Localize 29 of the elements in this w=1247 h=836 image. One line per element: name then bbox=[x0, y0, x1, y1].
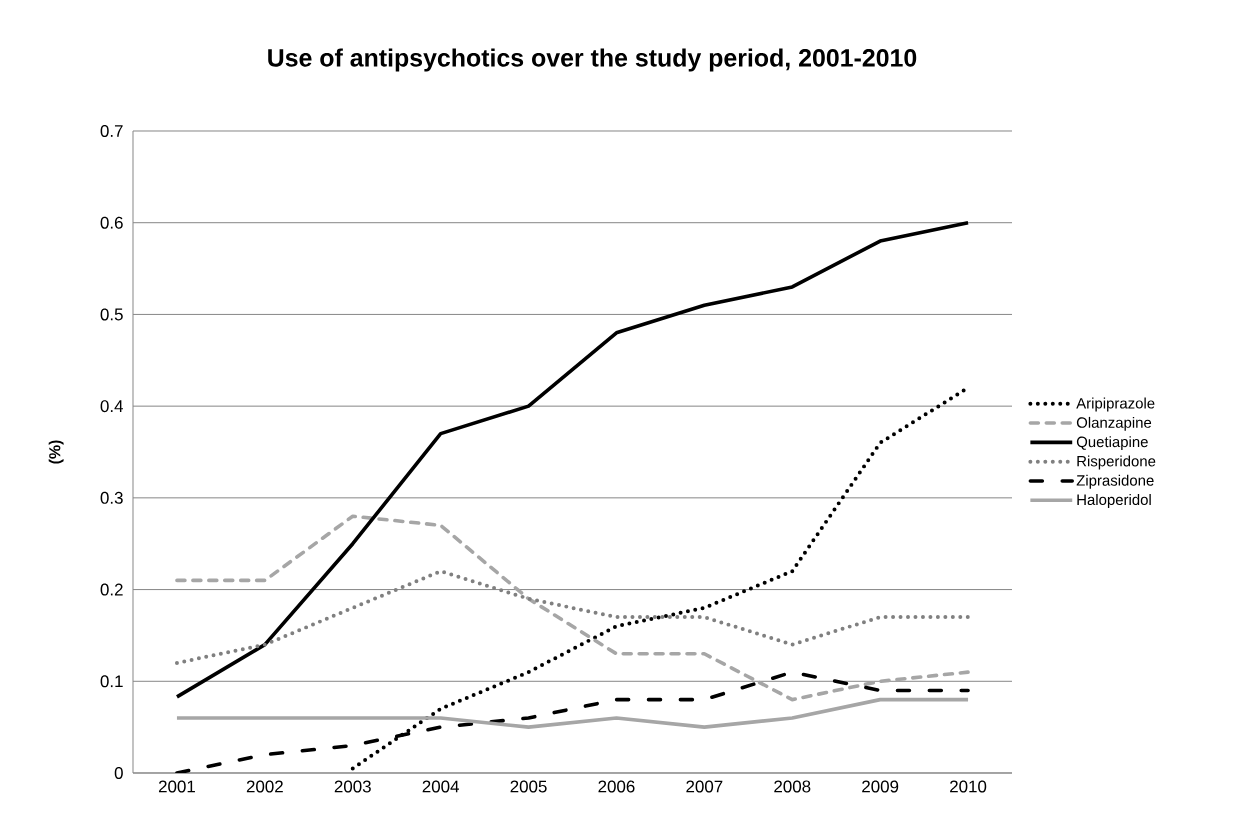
x-tick-label: 2002 bbox=[246, 780, 283, 793]
y-tick-label: 0.4 bbox=[100, 400, 124, 413]
x-tick-label: 2005 bbox=[510, 780, 547, 793]
legend-label: Ziprasidone bbox=[1076, 474, 1154, 489]
x-tick-label: 2004 bbox=[422, 780, 459, 793]
x-tick-label: 2010 bbox=[950, 780, 987, 793]
x-tick-label: 2009 bbox=[862, 780, 899, 793]
chart-title: Use of antipsychotics over the study period, 2001-2010 bbox=[268, 48, 917, 72]
legend-label: Aripiprazole bbox=[1076, 397, 1155, 412]
line-series bbox=[175, 514, 970, 702]
legend-label: Haloperidol bbox=[1077, 494, 1151, 508]
legend-label: Quetiapine bbox=[1076, 436, 1148, 451]
x-tick-label: 2001 bbox=[158, 780, 195, 793]
line-series bbox=[174, 569, 971, 665]
line-series bbox=[175, 220, 970, 699]
y-tick-label: 0.5 bbox=[100, 308, 123, 321]
legend-label: Risperidone bbox=[1077, 455, 1156, 470]
y-tick-label: 0.6 bbox=[100, 216, 123, 229]
y-tick-label: 0.2 bbox=[100, 583, 123, 596]
x-tick-label: 2003 bbox=[334, 780, 371, 793]
y-tick-label: 0.7 bbox=[100, 125, 123, 137]
y-axis-title: (%) bbox=[48, 440, 64, 464]
y-tick-label: 0 bbox=[114, 767, 123, 779]
x-tick-label: 2008 bbox=[774, 780, 811, 793]
x-tick-label: 2006 bbox=[598, 780, 635, 793]
legend-label: Olanzapine bbox=[1076, 416, 1152, 431]
y-tick-label: 0.1 bbox=[100, 675, 123, 688]
x-tick-label: 2007 bbox=[686, 780, 723, 793]
y-tick-label: 0.3 bbox=[100, 491, 123, 504]
